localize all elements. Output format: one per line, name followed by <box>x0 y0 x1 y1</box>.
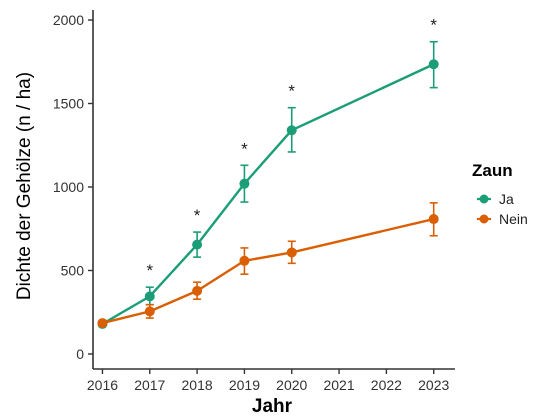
legend-item-nein: Nein <box>477 211 528 227</box>
data-point <box>97 318 108 329</box>
y-tick-label: 2000 <box>53 12 84 28</box>
significance-markers: * * * * * <box>146 16 437 280</box>
data-point <box>428 59 439 70</box>
data-point <box>286 125 297 136</box>
data-point <box>239 178 250 189</box>
data-point <box>239 255 250 266</box>
significance-star: * <box>430 16 437 35</box>
data-point <box>144 291 155 302</box>
legend: Zaun Ja Nein <box>472 161 528 227</box>
x-tick-label: 2023 <box>418 377 449 393</box>
significance-star: * <box>146 261 153 280</box>
significance-star: * <box>288 82 295 101</box>
legend-label: Nein <box>499 211 528 227</box>
x-tick-label: 2019 <box>229 377 260 393</box>
series-line <box>101 63 435 325</box>
x-tick-label: 2021 <box>323 377 354 393</box>
legend-label: Ja <box>499 191 514 207</box>
series-ja <box>97 40 439 329</box>
series-line <box>102 217 434 325</box>
significance-star: * <box>241 139 248 158</box>
data-point <box>286 247 297 258</box>
y-axis-title: Dichte der Gehölze (n / ha) <box>14 72 35 300</box>
data-point <box>192 285 203 296</box>
axes: 0 500 1000 1500 2000 2016 2017 2018 2019 2020 2021… <box>53 10 455 393</box>
x-tick-label: 2017 <box>134 377 165 393</box>
significance-star: * <box>194 206 201 225</box>
x-axis-title: Jahr <box>252 396 293 417</box>
y-tick-label: 0 <box>76 346 84 362</box>
series-nein <box>97 202 439 329</box>
x-tick-label: 2022 <box>371 377 402 393</box>
x-tick-label: 2020 <box>276 377 307 393</box>
legend-marker <box>479 214 489 224</box>
y-tick-label: 500 <box>61 262 85 278</box>
legend-marker <box>479 194 489 204</box>
x-tick-label: 2018 <box>182 377 213 393</box>
y-tick-label: 1000 <box>53 179 84 195</box>
data-point <box>144 306 155 317</box>
series-layer <box>97 40 439 329</box>
data-point <box>428 214 439 225</box>
data-point <box>192 239 203 250</box>
y-tick-label: 1500 <box>53 96 84 112</box>
legend-item-ja: Ja <box>477 191 514 207</box>
x-tick-label: 2016 <box>87 377 118 393</box>
legend-title: Zaun <box>472 161 513 180</box>
